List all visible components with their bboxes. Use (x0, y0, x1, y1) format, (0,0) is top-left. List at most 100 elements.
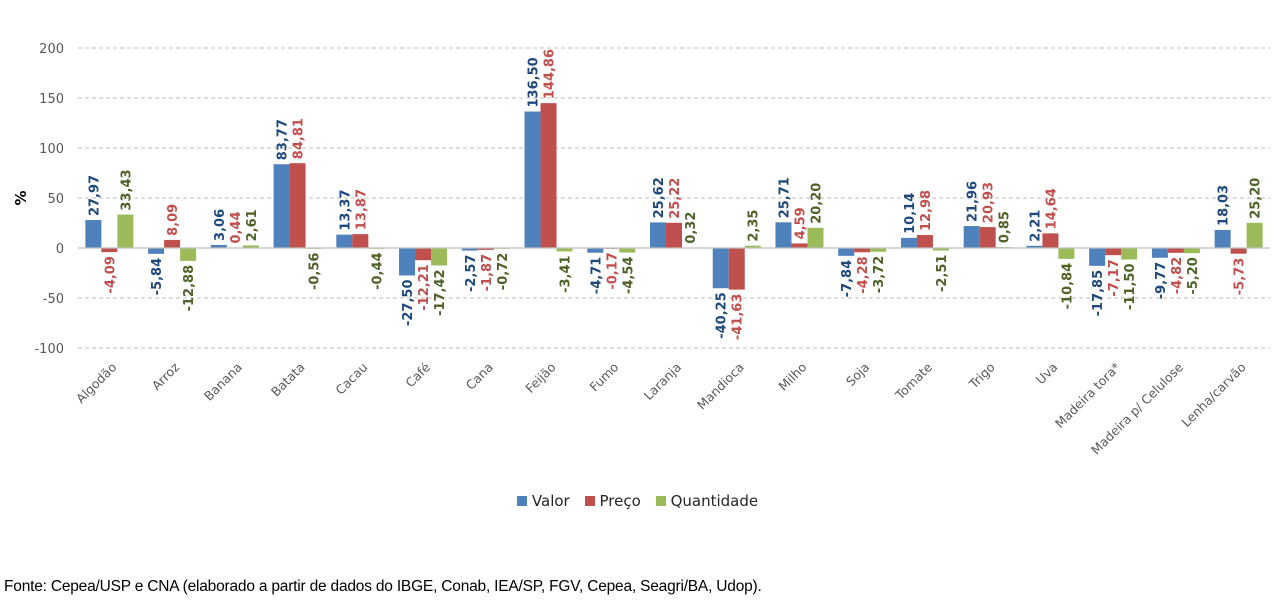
data-label: 27,97 (87, 175, 102, 216)
x-category-label: Arroz (149, 359, 183, 393)
data-labels: 27,97 -5,84 3,06 83,77 13,37 -27,50 -2,57 136,5… (87, 49, 1263, 340)
legend: Valor Preço Quantidade (0, 492, 1275, 510)
bar-quantidade (431, 248, 448, 266)
bar-preço (854, 248, 871, 253)
data-label: 2,61 (245, 209, 260, 241)
y-tick-label: -50 (43, 292, 64, 307)
x-category-label: Uva (1033, 360, 1061, 388)
bar-preço (666, 222, 682, 248)
bar-preço (1105, 248, 1122, 256)
bar-valor (210, 244, 227, 248)
bar-valor (775, 222, 792, 248)
x-category-label: Mandioca (694, 360, 747, 413)
bar-preço (164, 239, 181, 248)
bar-preço (477, 248, 494, 250)
data-label: 13,87 (354, 189, 369, 230)
data-label: -4,54 (621, 257, 636, 294)
data-label: 0,44 (229, 211, 244, 243)
data-label: -5,73 (1233, 258, 1248, 295)
y-axis-ticks: 200 150 100 50 0 -50 -100 (34, 42, 64, 357)
data-label: -7,17 (1107, 259, 1122, 296)
data-label: 21,96 (966, 181, 981, 222)
legend-label-valor: Valor (531, 492, 570, 510)
data-label: -0,56 (308, 253, 323, 290)
x-category-label: Banana (201, 360, 245, 404)
legend-swatch-valor (516, 496, 527, 506)
bar-preço (791, 243, 808, 248)
legend-item-preco: Preço (584, 492, 641, 510)
data-label: -4,82 (1170, 257, 1185, 294)
bar-preço (979, 227, 996, 248)
legend-label-quantidade: Quantidade (670, 492, 759, 510)
data-label: 83,77 (276, 119, 291, 160)
data-label: 144,86 (543, 49, 558, 99)
data-label: 20,20 (809, 183, 824, 224)
legend-label-preco: Preço (599, 492, 641, 510)
data-label: 13,37 (338, 190, 353, 231)
legend-item-quantidade: Quantidade (655, 492, 759, 510)
bar-valor (148, 248, 165, 254)
data-label: 25,20 (1249, 178, 1264, 219)
bar-preço (289, 163, 306, 248)
data-label: 3,06 (213, 209, 228, 241)
data-label: -4,71 (589, 257, 604, 294)
data-label: 25,22 (668, 178, 683, 219)
data-label: -4,28 (856, 256, 871, 293)
data-label: 12,98 (919, 190, 934, 231)
x-category-label: Cana (463, 360, 496, 393)
data-label: 18,03 (1217, 185, 1232, 226)
data-label: 8,09 (166, 204, 181, 236)
legend-item-valor: Valor (516, 492, 570, 510)
data-label: -10,84 (1060, 263, 1075, 310)
bar-preço (540, 103, 557, 248)
bar-preço (415, 248, 432, 261)
bar-valor (1089, 248, 1106, 266)
data-label: -5,84 (150, 258, 165, 295)
data-label: -0,44 (370, 252, 385, 289)
data-label: -11,50 (1123, 264, 1138, 311)
bar-valor (963, 226, 980, 248)
data-label: -7,84 (840, 260, 855, 297)
bar-quantidade (619, 248, 636, 253)
bar-preço (101, 248, 118, 253)
legend-swatch-quantidade (655, 496, 666, 506)
x-category-label: Madeira tora* (1052, 360, 1123, 431)
x-category-label: Trigo (965, 360, 998, 393)
bar-quantidade (870, 248, 887, 252)
data-label: -9,77 (1154, 262, 1169, 299)
bar-valor (900, 237, 917, 248)
bar-valor (524, 111, 541, 248)
bar-valor (399, 248, 416, 276)
data-label: 14,64 (1044, 188, 1059, 229)
data-label: 25,71 (777, 177, 792, 218)
x-category-label: Laranja (641, 360, 684, 403)
bar-valor (273, 164, 290, 248)
bar-valor (336, 234, 353, 248)
data-label: -17,42 (433, 269, 448, 316)
data-label: 2,35 (747, 210, 762, 242)
data-label: -1,87 (480, 254, 495, 291)
y-tick-label: 100 (39, 142, 64, 157)
bar-valor (1214, 229, 1231, 248)
data-label: -12,88 (182, 265, 197, 312)
data-label: 33,43 (119, 169, 134, 210)
bar-preço (1167, 248, 1184, 253)
y-axis-label: % (12, 190, 30, 205)
data-label: -27,50 (401, 280, 416, 327)
bar-quantidade (807, 227, 824, 248)
bar-valor (587, 248, 604, 253)
x-category-label: Fumo (587, 360, 622, 395)
bar-valor (461, 248, 478, 251)
bar-quantidade (1058, 248, 1075, 259)
data-label: -4,09 (103, 256, 118, 293)
x-axis-categories: Algodão Arroz Banana Batata Cacau Café Cana Fei… (73, 359, 1249, 457)
bar-valor (838, 248, 855, 256)
bar-quantidade (1183, 248, 1200, 254)
bar-preço (1042, 233, 1059, 248)
y-tick-label: 50 (47, 192, 64, 207)
data-label: -3,41 (559, 255, 574, 292)
data-label: -12,21 (417, 264, 432, 311)
data-label: 84,81 (292, 118, 307, 159)
bar-quantidade (556, 248, 573, 252)
data-label: -5,20 (1186, 257, 1201, 294)
